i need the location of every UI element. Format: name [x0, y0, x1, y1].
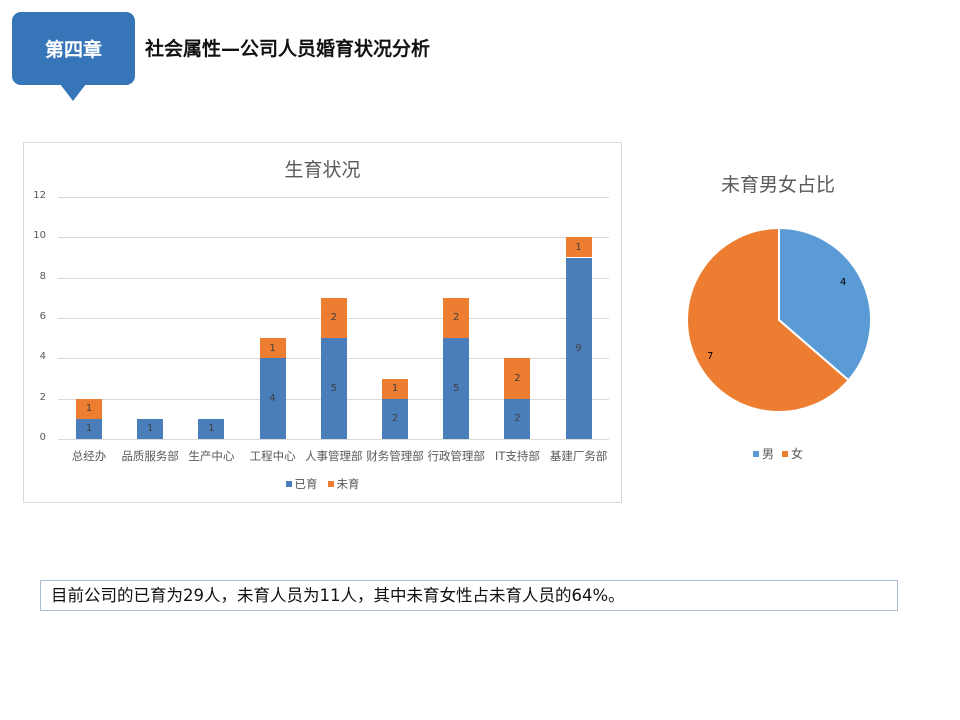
x-category-label: 人事管理部	[305, 449, 363, 463]
gridline	[58, 439, 609, 440]
y-tick-label: 8	[39, 270, 46, 282]
unborn-gender-pie-chart: 4 7	[686, 226, 872, 417]
pie-label-female: 7	[707, 351, 714, 362]
legend-swatch-born	[285, 481, 292, 487]
x-category-label: 行政管理部	[427, 449, 485, 463]
bar-chart-title: 生育状况	[284, 159, 361, 181]
bar-segment-born: 1	[76, 418, 102, 439]
x-category-label: 生产中心	[188, 449, 235, 463]
x-category-label: 财务管理部	[366, 449, 424, 463]
bar-segment-born: 2	[382, 398, 408, 439]
y-tick-label: 4	[39, 351, 46, 363]
gridline	[58, 197, 609, 198]
bar-segment-born: 1	[198, 418, 225, 439]
bar-segment-unborn: 1	[565, 237, 592, 258]
gridline	[58, 277, 609, 279]
chapter-callout: 第四章	[12, 12, 135, 85]
x-category-label: 基建厂务部	[549, 449, 608, 463]
pie-label-male: 4	[840, 277, 847, 288]
y-tick-label: 0	[39, 432, 46, 443]
y-tick-label: 2	[39, 391, 46, 403]
legend-item-born: 已育	[285, 476, 318, 492]
bar-segment-unborn: 2	[320, 297, 347, 339]
legend-label-unborn: 未育	[336, 477, 360, 491]
pie-slice-male	[778, 226, 872, 382]
bar-chart-legend: 已育 未育	[24, 476, 621, 492]
legend-swatch-male	[752, 450, 759, 457]
bar-segment-unborn: 1	[76, 398, 102, 419]
gridline	[58, 237, 609, 239]
bar-segment-born: 5	[443, 338, 470, 439]
legend-item-female: 女	[782, 445, 803, 462]
legend-item-unborn: 未育	[327, 476, 360, 492]
y-tick-label: 12	[33, 190, 46, 201]
bar-segment-born: 9	[565, 257, 592, 439]
legend-label-born: 已育	[294, 477, 318, 491]
legend-item-male: 男	[752, 445, 774, 462]
page-title: 社会属性—公司人员婚育状况分析	[145, 38, 431, 60]
bar-segment-born: 5	[320, 338, 347, 439]
bar-segment-unborn: 1	[382, 378, 408, 399]
bar-segment-unborn: 2	[443, 297, 470, 339]
chapter-label: 第四章	[44, 39, 102, 61]
bar-segment-unborn: 1	[259, 338, 286, 359]
birth-status-bar-chart: 生育状况 0 2 4 6 8 10 12 1 1 总经办 1 品质服务部 1 生产中心 4 1 工程中心 5 2 人事…	[23, 142, 622, 503]
legend-swatch-female	[782, 450, 788, 457]
x-category-label: IT支持部	[494, 449, 540, 463]
pie-slice-female	[686, 226, 850, 413]
x-category-label: 总经办	[71, 449, 107, 463]
x-category-label: 品质服务部	[121, 449, 179, 463]
bar-segment-born: 2	[504, 398, 531, 439]
pie-graphic	[686, 226, 872, 413]
x-category-label: 工程中心	[249, 449, 296, 463]
bar-segment-born: 1	[137, 418, 164, 439]
pie-chart-legend: 男 女	[680, 445, 876, 462]
summary-textbox: 目前公司的已育为29人，未育人员为11人，其中未育女性占未育人员的64%。	[40, 580, 898, 611]
bar-segment-unborn: 2	[504, 358, 531, 399]
legend-label-female: 女	[791, 447, 804, 461]
bar-segment-born: 4	[259, 358, 286, 439]
callout-pointer	[60, 84, 86, 101]
pie-chart-title: 未育男女占比	[720, 174, 835, 196]
legend-label-male: 男	[761, 447, 774, 461]
y-tick-label: 10	[33, 230, 46, 242]
y-tick-label: 6	[39, 311, 46, 322]
legend-swatch-unborn	[327, 481, 334, 487]
